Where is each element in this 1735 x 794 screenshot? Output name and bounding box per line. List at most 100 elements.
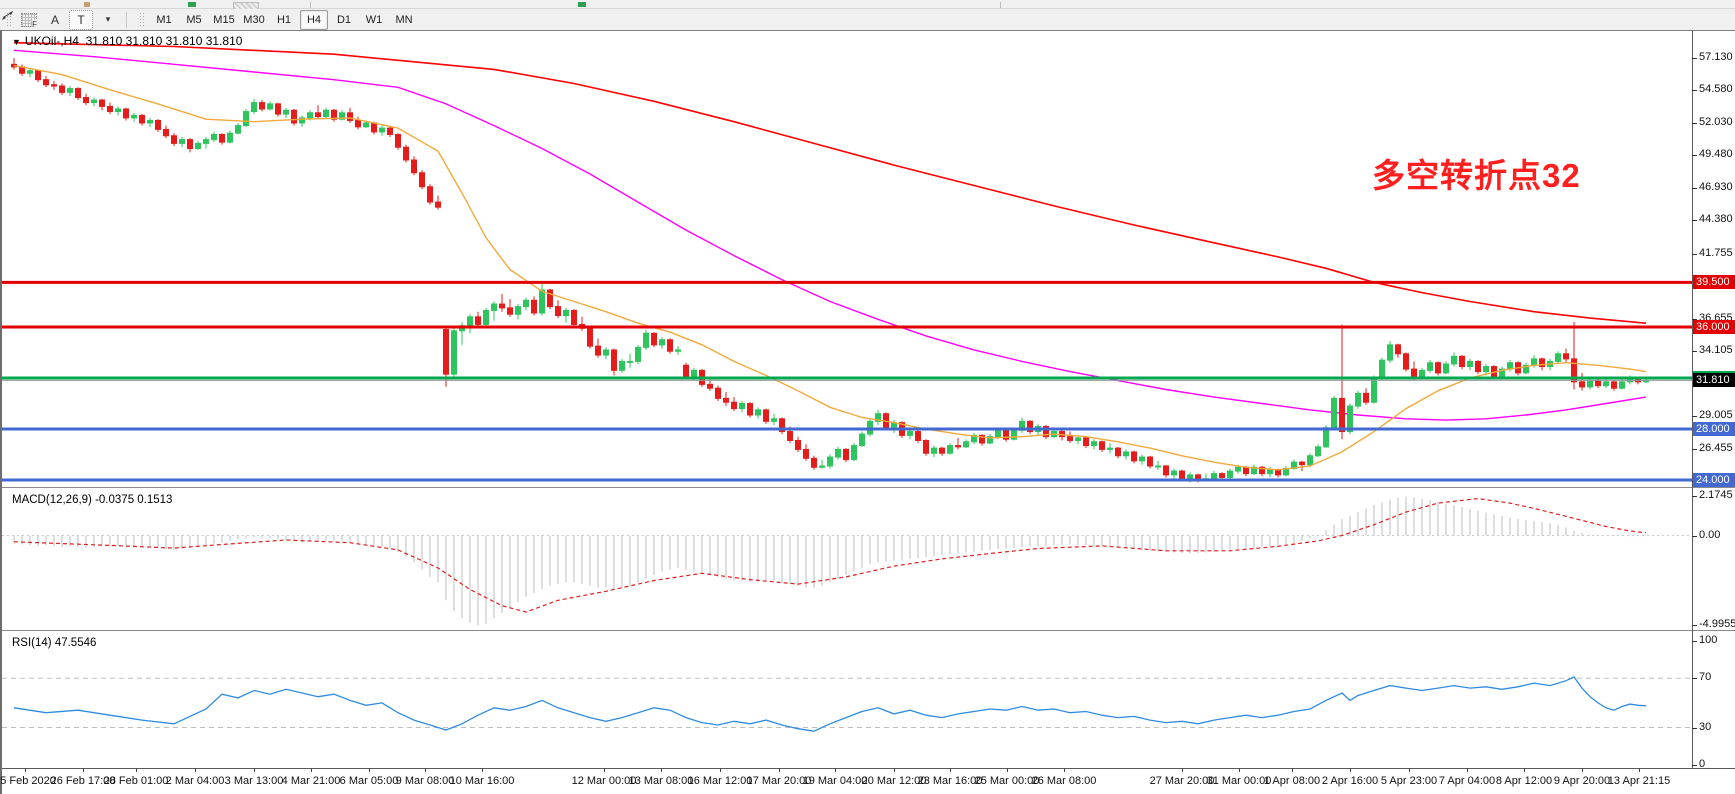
time-axis-label: 10 Mar 16:00 bbox=[449, 775, 515, 787]
rsi-tick-label: 100 bbox=[1699, 634, 1718, 647]
price-tick-label: 26.455 bbox=[1699, 441, 1733, 454]
timeframe-button-M30[interactable]: M30 bbox=[243, 13, 265, 26]
time-axis-label: 20 Mar 12:00 bbox=[861, 775, 927, 787]
price-tick-mark bbox=[1692, 155, 1697, 157]
time-tick-mark bbox=[1064, 768, 1065, 772]
time-tick-mark bbox=[195, 768, 196, 772]
time-tick-mark bbox=[1409, 768, 1410, 772]
timeframe-button-H4[interactable]: H4 bbox=[300, 9, 328, 30]
price-tick-mark bbox=[1692, 220, 1697, 222]
price-tick-label: 54.580 bbox=[1699, 83, 1733, 96]
time-tick-mark bbox=[835, 768, 836, 772]
time-axis-label: 2 Mar 04:00 bbox=[165, 775, 225, 787]
time-axis-label: 6 Mar 05:00 bbox=[339, 775, 399, 787]
price-level-badge: 31.810 bbox=[1693, 373, 1735, 388]
price-tick-mark bbox=[1692, 187, 1697, 189]
text-tool-button[interactable]: T bbox=[69, 9, 93, 30]
time-tick-mark bbox=[1239, 768, 1240, 772]
symbol-period-label: UKOil-,H4 bbox=[24, 34, 79, 48]
time-axis-label: 25 Feb 2020 bbox=[0, 775, 56, 787]
chart-annotation-text[interactable]: 多空转折点32 bbox=[1372, 157, 1581, 194]
price-tick-label: 46.930 bbox=[1699, 180, 1733, 193]
time-axis-label: 19 Mar 04:00 bbox=[802, 775, 868, 787]
time-axis-label: 26 Mar 08:00 bbox=[1031, 775, 1097, 787]
time-tick-mark bbox=[25, 768, 26, 772]
macd-panel[interactable]: MACD(12,26,9) -0.0375 0.1513 bbox=[2, 491, 1735, 630]
price-tick-label: 57.130 bbox=[1699, 50, 1733, 63]
time-axis-label: 9 Mar 08:00 bbox=[395, 775, 455, 787]
timeframe-button-M1[interactable]: M1 bbox=[156, 13, 172, 26]
macd-tick-label: 0.00 bbox=[1699, 528, 1721, 541]
time-axis-label: 31 Mar 00:00 bbox=[1206, 775, 1272, 787]
macd-canvas[interactable] bbox=[2, 491, 1692, 630]
macd-tick-mark bbox=[1692, 535, 1697, 537]
rsi-canvas[interactable] bbox=[2, 634, 1692, 767]
timeframe-button-MN[interactable]: MN bbox=[395, 13, 413, 26]
price-level-badge: 28.000 bbox=[1693, 422, 1735, 436]
font-tool-button[interactable]: A bbox=[50, 12, 59, 27]
toolbar-drag-handle[interactable] bbox=[6, 11, 12, 28]
cropped-toolbar-strip bbox=[0, 0, 1735, 10]
price-tick-mark bbox=[1692, 122, 1697, 124]
ohlc-values: 31.810 31.810 31.810 31.810 bbox=[85, 34, 243, 48]
time-tick-mark bbox=[1467, 768, 1468, 772]
time-tick-mark bbox=[1182, 768, 1183, 772]
timeframe-button-H1[interactable]: H1 bbox=[276, 13, 292, 26]
time-tick-mark bbox=[1639, 768, 1640, 772]
time-tick-mark bbox=[779, 768, 780, 772]
chevron-down-icon: ▾ bbox=[105, 14, 111, 24]
toolbar-separator-fragment bbox=[310, 2, 311, 8]
time-axis-label: 26 Feb 17:00 bbox=[50, 775, 116, 787]
time-tick-mark bbox=[894, 768, 895, 772]
time-tick-mark bbox=[482, 768, 483, 772]
price-tick-mark bbox=[1692, 448, 1697, 450]
rsi-tick-mark bbox=[1692, 641, 1697, 643]
time-axis-label: 2 Apr 16:00 bbox=[1321, 775, 1379, 787]
rsi-label: RSI(14) 47.5546 bbox=[12, 637, 97, 649]
price-level-badge: 36.000 bbox=[1693, 320, 1735, 334]
time-tick-mark bbox=[369, 768, 370, 772]
arrow-objects-button[interactable]: ▾ bbox=[2, 10, 119, 30]
price-tick-label: 44.380 bbox=[1699, 213, 1733, 226]
time-tick-mark bbox=[1292, 768, 1293, 772]
macd-label: MACD(12,26,9) -0.0375 0.1513 bbox=[12, 494, 173, 506]
time-axis-label: 17 Mar 20:00 bbox=[746, 775, 812, 787]
time-tick-mark bbox=[311, 768, 312, 772]
rsi-tick-label: 30 bbox=[1699, 720, 1712, 733]
toolbar-drag-handle[interactable] bbox=[139, 11, 145, 28]
time-tick-mark bbox=[425, 768, 426, 772]
price-tick-mark bbox=[1692, 416, 1697, 418]
rsi-tick-label: 70 bbox=[1699, 671, 1712, 684]
time-axis-label: 25 Mar 00:00 bbox=[974, 775, 1040, 787]
time-tick-mark bbox=[720, 768, 721, 772]
price-tick-mark bbox=[1692, 351, 1697, 353]
price-chart-panel[interactable]: ▼ UKOil-,H4 31.810 31.810 31.810 31.810 多… bbox=[2, 31, 1735, 487]
time-axis-label: 13 Mar 08:00 bbox=[628, 775, 694, 787]
grid-tool-button[interactable]: F bbox=[17, 10, 41, 30]
timeframe-button-M15[interactable]: M15 bbox=[213, 13, 235, 26]
macd-tick-mark bbox=[1692, 496, 1697, 498]
price-tick-label: 41.755 bbox=[1699, 246, 1733, 259]
arrows-icon bbox=[2, 11, 13, 20]
price-tick-label: 52.030 bbox=[1699, 115, 1733, 128]
symbol-dropdown-icon[interactable]: ▼ bbox=[12, 37, 21, 47]
macd-tick-label: 2.1745 bbox=[1699, 489, 1733, 502]
time-axis-label: 12 Mar 00:00 bbox=[571, 775, 637, 787]
timeframe-button-W1[interactable]: W1 bbox=[365, 13, 383, 26]
rsi-tick-mark bbox=[1692, 678, 1697, 680]
time-axis-label: 27 Mar 20:00 bbox=[1149, 775, 1215, 787]
rsi-panel[interactable]: RSI(14) 47.5546 bbox=[2, 634, 1735, 767]
price-tick-mark bbox=[1692, 318, 1697, 320]
time-tick-mark bbox=[604, 768, 605, 772]
timeframe-button-M5[interactable]: M5 bbox=[186, 13, 202, 26]
time-tick-mark bbox=[254, 768, 255, 772]
toolbar-fragment bbox=[578, 2, 586, 7]
price-chart-canvas[interactable] bbox=[2, 31, 1692, 487]
time-axis[interactable]: 25 Feb 2020 26 Feb 17:00 28 Feb 01:00 2 Mar… bbox=[0, 768, 1735, 794]
timeframe-button-D1[interactable]: D1 bbox=[336, 13, 352, 26]
price-tick-label: 29.005 bbox=[1699, 409, 1733, 422]
timeframe-group: M1 M5 M15 M30 H1 H4 D1 W1 MN bbox=[149, 9, 419, 30]
time-tick-mark bbox=[950, 768, 951, 772]
price-level-badge: 39.500 bbox=[1693, 275, 1735, 290]
time-axis-label: 23 Mar 16:00 bbox=[917, 775, 983, 787]
